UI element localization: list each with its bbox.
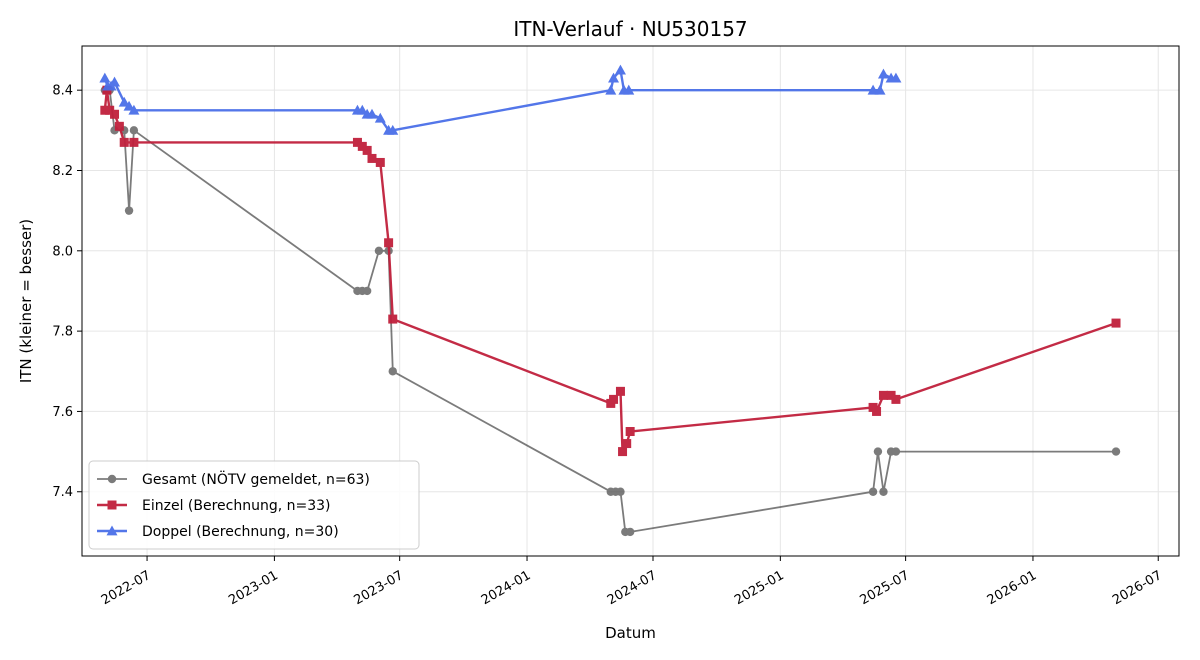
- chart-title: ITN-Verlauf · NU530157: [513, 17, 747, 41]
- data-point: [879, 487, 888, 496]
- data-point: [874, 84, 886, 95]
- data-point: [615, 386, 625, 396]
- data-point: [123, 100, 135, 111]
- data-point: [608, 72, 620, 83]
- data-point: [110, 109, 120, 119]
- data-point: [129, 126, 139, 135]
- data-point: [352, 137, 362, 147]
- data-point: [609, 394, 619, 404]
- data-point: [625, 427, 635, 437]
- data-point: [878, 390, 888, 400]
- y-tick-label: 7.6: [52, 405, 73, 420]
- legend-marker: [107, 500, 117, 510]
- data-point: [357, 141, 367, 151]
- data-point: [388, 367, 397, 376]
- legend-label: Einzel (Berechnung, n=33): [142, 498, 331, 514]
- data-point: [605, 84, 617, 95]
- data-point: [118, 96, 130, 107]
- series-square: [100, 85, 1121, 457]
- data-point: [1111, 318, 1121, 328]
- data-point: [100, 105, 110, 115]
- legend-item: [97, 500, 127, 510]
- data-point: [374, 246, 384, 256]
- data-point: [614, 64, 626, 75]
- data-point: [362, 286, 372, 296]
- data-point: [1111, 447, 1121, 456]
- grid: [82, 46, 1179, 556]
- data-point: [375, 157, 385, 167]
- data-point: [890, 72, 902, 83]
- data-point: [387, 124, 399, 135]
- data-point: [625, 527, 635, 537]
- data-point: [128, 104, 140, 115]
- legend-label: Gesamt (NÖTV gemeldet, n=63): [142, 470, 370, 488]
- series-circle: [100, 85, 1121, 537]
- data-point: [374, 112, 386, 123]
- data-point: [891, 447, 901, 456]
- data-point: [873, 447, 883, 456]
- data-point: [124, 206, 134, 215]
- data-point: [129, 137, 139, 147]
- data-point: [109, 76, 121, 87]
- legend: Gesamt (NÖTV gemeldet, n=63) Einzel (Bere…: [88, 460, 420, 550]
- data-point: [868, 487, 878, 496]
- data-point: [99, 72, 111, 83]
- y-axis-label: ITN (kleiner = besser): [17, 219, 35, 383]
- legend-item: [97, 474, 127, 484]
- data-point: [119, 137, 129, 147]
- legend-box: [88, 460, 420, 550]
- data-point: [623, 84, 635, 95]
- data-point: [622, 439, 632, 449]
- data-point: [388, 314, 398, 324]
- data-point: [362, 145, 372, 155]
- legend-item: [97, 525, 127, 536]
- data-point: [366, 108, 378, 119]
- data-point: [105, 105, 115, 115]
- legend-marker: [106, 525, 118, 536]
- y-tick-label: 8.2: [52, 164, 73, 179]
- y-tick-label: 8.4: [52, 84, 73, 99]
- data-point: [618, 447, 628, 457]
- data-point: [872, 406, 882, 416]
- data-point: [356, 104, 368, 115]
- data-point: [114, 121, 124, 131]
- series-triangle: [99, 64, 902, 135]
- data-point: [877, 68, 889, 79]
- y-tick-label: 7.8: [52, 325, 73, 340]
- plot-frame: [81, 45, 1180, 557]
- data-point: [384, 238, 394, 248]
- data-point: [616, 487, 625, 496]
- y-tick-label: 7.4: [52, 485, 73, 500]
- series-layer: [99, 64, 1121, 537]
- legend-label: Doppel (Berechnung, n=30): [142, 524, 339, 540]
- y-tick-label: 8.0: [52, 244, 73, 259]
- data-point: [867, 84, 879, 95]
- data-point: [367, 153, 377, 163]
- x-axis-label: Datum: [605, 624, 656, 642]
- data-point: [886, 390, 896, 400]
- legend-marker: [107, 474, 117, 484]
- data-point: [891, 394, 901, 404]
